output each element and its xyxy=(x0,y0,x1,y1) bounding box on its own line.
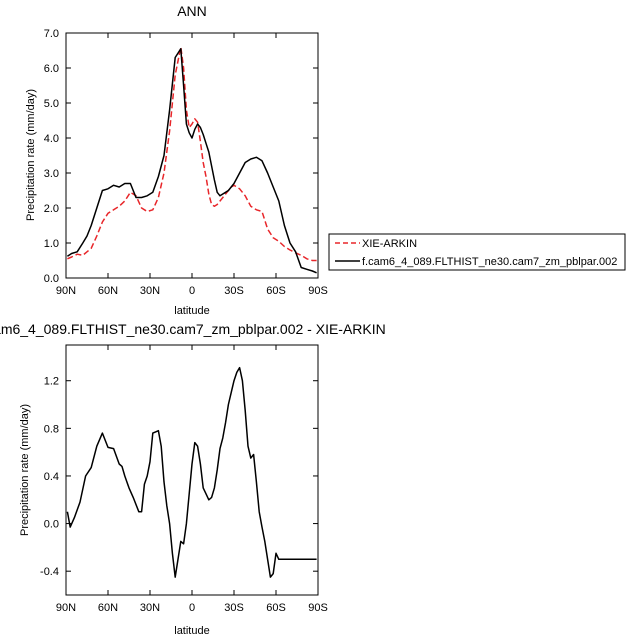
top-y-ticks: 0.0 1.0 2.0 3.0 4.0 5.0 6.0 7.0 xyxy=(44,28,318,285)
top-y-tick-label: 6.0 xyxy=(44,63,59,75)
top-x-tick-label: 90S xyxy=(308,285,328,297)
bottom-chart-title: f.cam6_4_089.FLTHIST_ne30.cam7_zm_pblpar… xyxy=(0,321,386,337)
top-plot-frame xyxy=(65,32,319,279)
bottom-x-tick-label: 90N xyxy=(56,602,76,614)
top-y-tick-label: 2.0 xyxy=(44,203,59,215)
bottom-series-line-0 xyxy=(66,366,317,578)
legend-box xyxy=(328,233,626,271)
top-series-line-0 xyxy=(67,46,317,262)
top-x-tick-label: 60S xyxy=(266,285,286,297)
top-x-tick-label: 60N xyxy=(98,285,118,297)
bottom-y-tick-label: 0.8 xyxy=(44,423,59,435)
bottom-series xyxy=(66,366,317,578)
top-y-tick-label: 0.0 xyxy=(44,273,59,285)
bottom-y-tick-label: 0.4 xyxy=(44,471,59,483)
bottom-y-tick-label: 1.2 xyxy=(44,376,59,388)
bottom-y-ticks: -0.4 0.0 0.4 0.8 1.2 xyxy=(40,376,318,578)
top-y-axis-label: Precipitation rate (mm/day) xyxy=(25,89,37,221)
bottom-x-tick-label: 60S xyxy=(266,602,286,614)
bottom-y-axis-label: Precipitation rate (mm/day) xyxy=(19,404,31,536)
top-y-tick-label: 5.0 xyxy=(44,98,59,110)
bottom-x-tick-label: 90S xyxy=(308,602,328,614)
top-series xyxy=(66,46,317,274)
bottom-x-tick-label: 60N xyxy=(98,602,118,614)
top-y-tick-label: 7.0 xyxy=(44,28,59,40)
bottom-x-axis-label: latitude xyxy=(174,625,209,637)
bottom-panel: f.cam6_4_089.FLTHIST_ne30.cam7_zm_pblpar… xyxy=(0,321,386,637)
bottom-x-tick-label: 30N xyxy=(140,602,160,614)
top-x-tick-label: 30N xyxy=(140,285,160,297)
top-y-tick-label: 1.0 xyxy=(44,238,59,250)
top-x-tick-label: 30S xyxy=(224,285,244,297)
top-x-tick-label: 90N xyxy=(56,285,76,297)
top-x-tick-label: 0 xyxy=(189,285,195,297)
top-y-tick-label: 4.0 xyxy=(44,133,59,145)
top-series-line-1 xyxy=(66,48,317,274)
bottom-x-tick-label: 30S xyxy=(224,602,244,614)
top-panel: ANN 0.0 1.0 2.0 3.0 4.0 5.0 6.0 7.0 90N 60N 30N 0 3… xyxy=(25,3,328,317)
bottom-x-tick-label: 0 xyxy=(189,602,195,614)
legend-label-model: f.cam6_4_089.FLTHIST_ne30.cam7_zm_pblpar… xyxy=(362,256,617,268)
legend: XIE-ARKIN f.cam6_4_089.FLTHIST_ne30.cam7… xyxy=(328,233,626,271)
legend-label-xie-arkin: XIE-ARKIN xyxy=(362,238,417,250)
top-x-ticks: 90N 60N 30N 0 30S 60S 90S xyxy=(56,33,328,297)
bottom-y-tick-label: 0.0 xyxy=(44,519,59,531)
top-x-axis-label: latitude xyxy=(174,305,209,317)
bottom-y-tick-label: -0.4 xyxy=(40,566,59,578)
top-chart-title: ANN xyxy=(177,3,207,19)
bottom-x-ticks: 90N 60N 30N 0 30S 60S 90S xyxy=(56,345,328,614)
top-y-tick-label: 3.0 xyxy=(44,168,59,180)
